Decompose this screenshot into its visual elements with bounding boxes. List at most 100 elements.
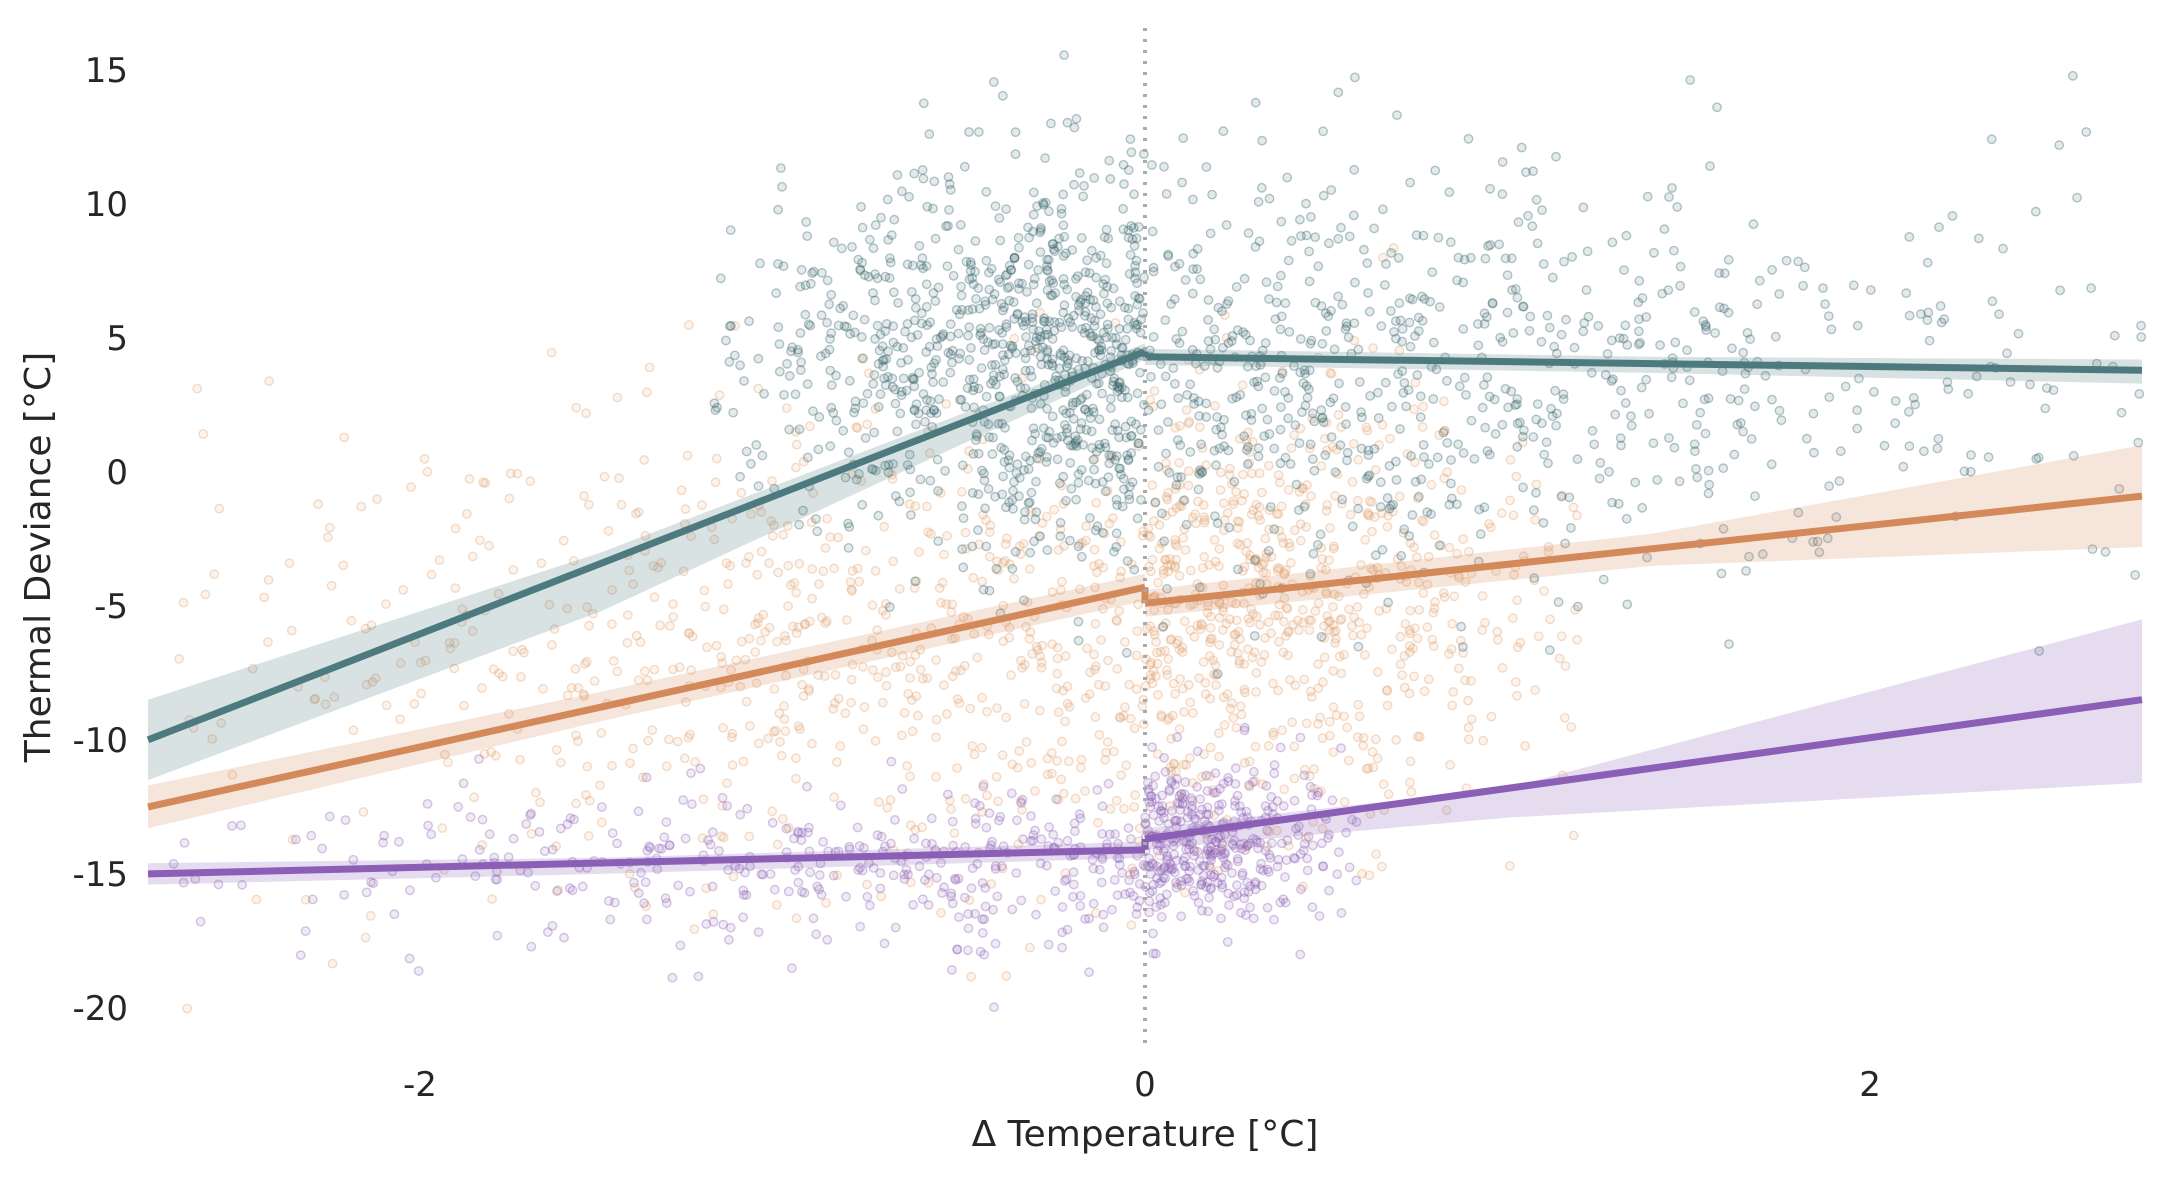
- scatter-point: [1071, 353, 1082, 364]
- scatter-point: [1414, 731, 1425, 742]
- scatter-point: [1705, 161, 1715, 172]
- scatter-point: [1375, 501, 1386, 512]
- scatter-point: [1026, 758, 1037, 768]
- scatter-point: [1001, 319, 1012, 330]
- scatter-point: [923, 527, 934, 538]
- scatter-point: [1613, 498, 1624, 509]
- scatter-point: [1033, 265, 1044, 275]
- scatter-point: [1500, 253, 1511, 264]
- scatter-point: [1076, 551, 1087, 562]
- scatter-point: [958, 513, 969, 523]
- scatter-point: [690, 757, 701, 767]
- scatter-point: [1621, 230, 1632, 241]
- scatter-point: [1502, 307, 1513, 318]
- scatter-point: [1166, 560, 1177, 570]
- scatter-point: [1916, 309, 1926, 319]
- scatter-point: [1497, 419, 1508, 430]
- scatter-point: [449, 663, 460, 674]
- scatter-point: [892, 426, 903, 437]
- scatter-point: [687, 631, 698, 642]
- scatter-point: [1117, 868, 1128, 878]
- scatter-point: [952, 944, 963, 955]
- scatter-point: [1278, 894, 1289, 905]
- scatter-point: [338, 560, 349, 571]
- scatter-point: [1336, 614, 1347, 624]
- scatter-point: [724, 321, 735, 332]
- scatter-point: [209, 569, 220, 580]
- scatter-point: [1106, 345, 1117, 356]
- scatter-point: [490, 874, 501, 885]
- scatter-point: [582, 761, 593, 772]
- scatter-point: [1154, 878, 1165, 889]
- scatter-point: [1161, 665, 1172, 676]
- scatter-point: [1017, 804, 1027, 815]
- scatter-point: [1275, 897, 1286, 908]
- scatter-point: [847, 585, 857, 596]
- scatter-point: [981, 186, 992, 197]
- scatter-point: [909, 168, 920, 179]
- scatter-point: [1061, 495, 1071, 506]
- scatter-point: [1184, 416, 1195, 427]
- scatter-point: [1170, 378, 1180, 389]
- scatter-point: [1695, 407, 1706, 418]
- scatter-point: [1943, 384, 1954, 395]
- scatter-point: [1121, 432, 1132, 443]
- scatter-point: [551, 841, 562, 851]
- scatter-point: [1288, 619, 1299, 630]
- scatter-point: [1666, 372, 1677, 383]
- scatter-point: [1135, 367, 1145, 378]
- scatter-point: [628, 579, 638, 590]
- scatter-point: [1145, 395, 1156, 405]
- scatter-point: [1162, 464, 1173, 475]
- scatter-point: [1205, 771, 1215, 781]
- scatter-point: [1120, 889, 1131, 900]
- scatter-point: [1904, 441, 1915, 451]
- scatter-point: [947, 671, 958, 682]
- scatter-point: [1308, 548, 1319, 559]
- scatter-point: [1161, 492, 1172, 503]
- scatter-point: [1022, 286, 1032, 297]
- scatter-point: [1411, 552, 1422, 563]
- scatter-point: [1188, 844, 1199, 854]
- scatter-point: [1267, 801, 1278, 812]
- scatter-point: [1439, 396, 1449, 407]
- scatter-point: [1102, 281, 1113, 292]
- scatter-point: [1214, 561, 1224, 572]
- scatter-point: [1392, 553, 1403, 564]
- scatter-point: [975, 800, 985, 811]
- scatter-point: [450, 583, 461, 593]
- scatter-point: [1750, 491, 1760, 501]
- scatter-point: [1222, 937, 1233, 947]
- scatter-point: [1035, 858, 1046, 869]
- scatter-point: [1344, 231, 1355, 242]
- scatter-point: [1088, 454, 1099, 465]
- scatter-point: [1094, 729, 1105, 740]
- scatter-point: [1329, 589, 1340, 600]
- scatter-point: [1188, 708, 1198, 718]
- y-tick-label: 15: [85, 51, 128, 91]
- scatter-point: [970, 236, 981, 246]
- scatter-point: [489, 852, 500, 863]
- scatter-point: [1188, 886, 1199, 896]
- scatter-point: [1356, 443, 1367, 454]
- scatter-point: [1341, 419, 1352, 429]
- scatter-point: [1619, 265, 1629, 275]
- scatter-point: [1052, 668, 1063, 679]
- scatter-point: [968, 448, 979, 459]
- scatter-point: [825, 532, 836, 542]
- scatter-point: [1192, 620, 1203, 631]
- scatter-point: [872, 320, 883, 331]
- scatter-point: [862, 879, 872, 890]
- scatter-point: [1342, 722, 1353, 733]
- scatter-point: [1105, 173, 1116, 184]
- scatter-point: [783, 560, 794, 571]
- scatter-point: [1642, 191, 1653, 202]
- scatter-point: [1385, 433, 1395, 444]
- scatter-point: [881, 667, 891, 677]
- scatter-point: [1321, 588, 1332, 599]
- scatter-point: [1455, 635, 1466, 646]
- scatter-point: [570, 664, 581, 674]
- scatter-point: [769, 884, 780, 895]
- scatter-point: [453, 801, 464, 812]
- scatter-point: [1081, 389, 1092, 400]
